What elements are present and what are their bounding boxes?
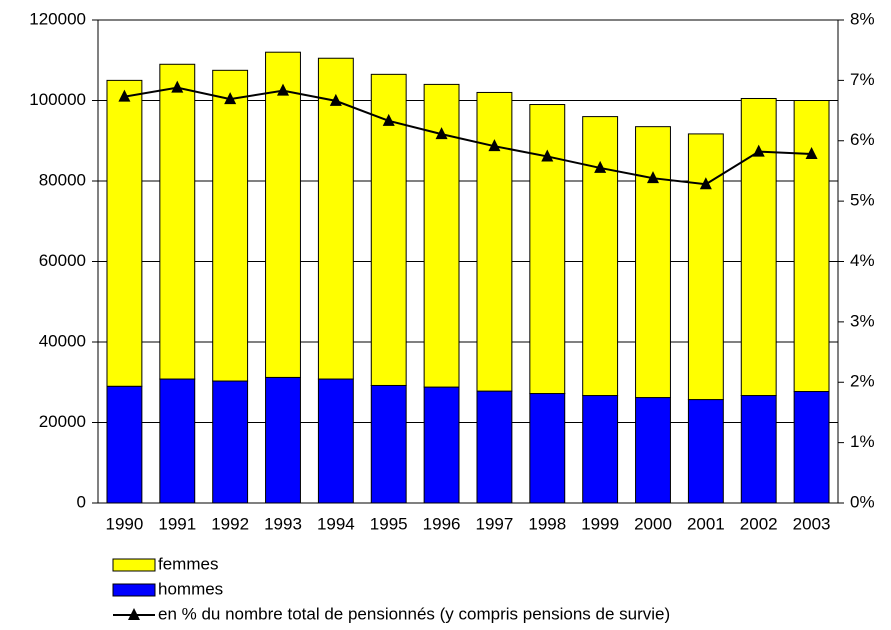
bar — [793, 100, 830, 393]
x-tick-label: 1991 — [158, 514, 196, 533]
bar — [212, 69, 249, 382]
x-tick-label: 1992 — [211, 514, 249, 533]
bar — [265, 51, 301, 378]
x-tick-label: 1996 — [423, 514, 461, 533]
bar — [529, 104, 566, 395]
bar — [635, 126, 671, 399]
x-tick-label: 1995 — [370, 514, 408, 533]
legend-marker — [128, 608, 140, 620]
x-tick-label: 1990 — [106, 514, 144, 533]
bar — [687, 399, 724, 504]
y2-tick-label: 1% — [850, 432, 875, 451]
y-tick-label: 80000 — [39, 170, 86, 189]
bar — [265, 376, 301, 504]
bar — [159, 63, 196, 380]
x-tick-label: 1993 — [264, 514, 302, 533]
y-tick-label: 0 — [77, 492, 86, 511]
marker — [594, 160, 607, 173]
marker — [329, 93, 342, 106]
y2-tick-label: 4% — [850, 251, 875, 270]
legend-label: en % du nombre total de pensionnés (y co… — [158, 604, 670, 623]
bar — [635, 397, 671, 504]
marker — [224, 92, 237, 105]
bar — [370, 73, 407, 386]
y-tick-label: 20000 — [39, 412, 86, 431]
legend-label: femmes — [158, 554, 218, 573]
x-tick-label: 1998 — [528, 514, 566, 533]
bar — [582, 116, 619, 397]
marker — [435, 127, 448, 140]
legend-swatch — [112, 558, 156, 572]
x-tick-label: 2003 — [793, 514, 831, 533]
y2-tick-label: 0% — [850, 492, 875, 511]
bar — [423, 386, 460, 504]
x-tick-label: 1997 — [476, 514, 514, 533]
x-tick-label: 2000 — [634, 514, 672, 533]
marker — [382, 113, 395, 126]
x-tick-label: 2002 — [740, 514, 778, 533]
y2-tick-label: 6% — [850, 130, 875, 149]
marker — [488, 139, 501, 152]
bar — [423, 83, 460, 388]
marker — [118, 89, 131, 102]
y-tick-label: 60000 — [39, 251, 86, 270]
bar — [476, 390, 513, 504]
bar — [212, 380, 249, 504]
bar — [317, 378, 354, 504]
bar — [740, 97, 777, 397]
bar — [159, 378, 196, 504]
marker — [699, 177, 712, 190]
y-tick-label: 100000 — [29, 90, 86, 109]
bar — [317, 57, 354, 380]
y-tick-label: 120000 — [29, 9, 86, 28]
marker — [805, 147, 818, 160]
y2-tick-label: 7% — [850, 70, 875, 89]
legend-label: hommes — [158, 579, 223, 598]
bar — [793, 391, 830, 504]
y2-tick-label: 2% — [850, 372, 875, 391]
line — [124, 86, 812, 186]
bar — [582, 395, 619, 504]
y2-tick-label: 5% — [850, 191, 875, 210]
x-tick-label: 2001 — [687, 514, 725, 533]
marker — [171, 80, 184, 93]
bar — [740, 395, 777, 504]
marker — [752, 144, 765, 157]
legend-swatch — [112, 583, 156, 597]
x-tick-label: 1994 — [317, 514, 355, 533]
bar — [370, 384, 407, 504]
y-tick-label: 40000 — [39, 331, 86, 350]
y2-tick-label: 3% — [850, 311, 875, 330]
marker — [277, 83, 289, 96]
x-tick-label: 1999 — [581, 514, 619, 533]
bar — [687, 133, 724, 401]
marker — [541, 149, 554, 162]
bar — [106, 79, 143, 387]
bar — [106, 385, 143, 504]
marker — [647, 171, 659, 184]
y2-tick-label: 8% — [850, 9, 875, 28]
bar — [529, 393, 566, 504]
bar — [476, 91, 513, 392]
